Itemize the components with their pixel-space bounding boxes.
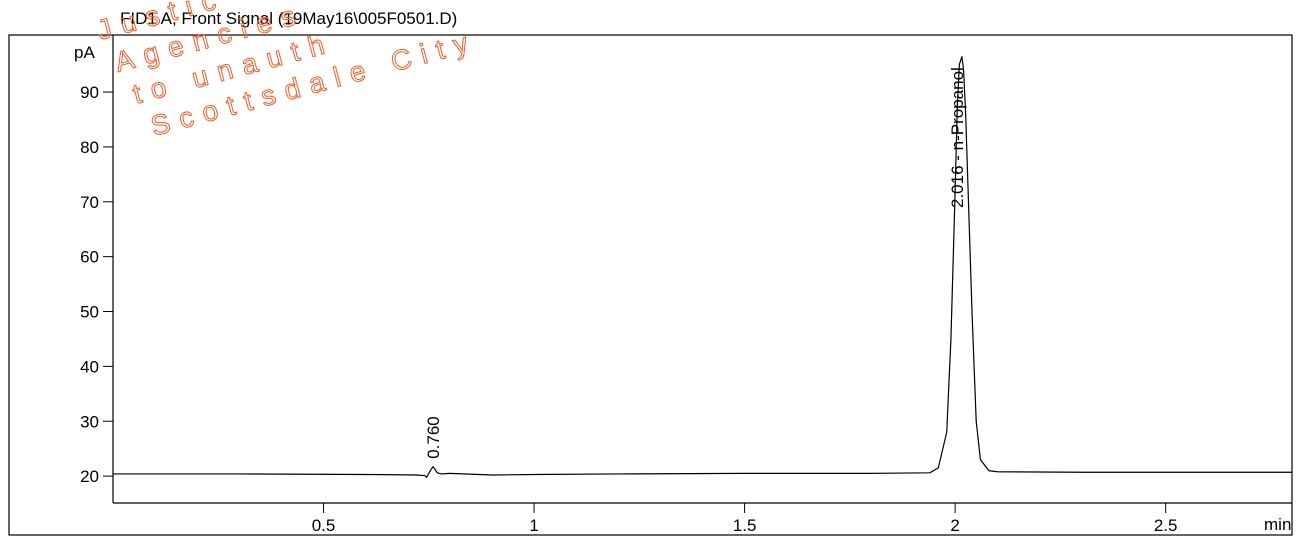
y-tick-label: 40 xyxy=(80,357,99,376)
y-tick-label: 20 xyxy=(80,467,99,486)
x-tick-label: 0.5 xyxy=(312,516,336,535)
chart-title: FID1 A, Front Signal (19May16\005F0501.D… xyxy=(120,9,457,28)
y-tick-label: 30 xyxy=(80,412,99,431)
peak-label: 0.760 xyxy=(424,416,443,459)
x-axis-label: min xyxy=(1264,515,1291,534)
x-tick-label: 1 xyxy=(529,516,538,535)
signal-line xyxy=(113,56,1292,479)
y-tick-label: 50 xyxy=(80,303,99,322)
frame xyxy=(8,34,1293,536)
y-tick-label: 90 xyxy=(80,83,99,102)
x-tick-label: 2 xyxy=(950,516,959,535)
x-tick-label: 2.5 xyxy=(1154,516,1178,535)
y-axis-label: pA xyxy=(74,43,95,62)
peak-label: 2.016 - n-Propanol xyxy=(948,67,967,208)
x-tick-label: 1.5 xyxy=(733,516,757,535)
y-tick-label: 70 xyxy=(80,193,99,212)
y-tick-label: 80 xyxy=(80,138,99,157)
y-tick-label: 60 xyxy=(80,248,99,267)
